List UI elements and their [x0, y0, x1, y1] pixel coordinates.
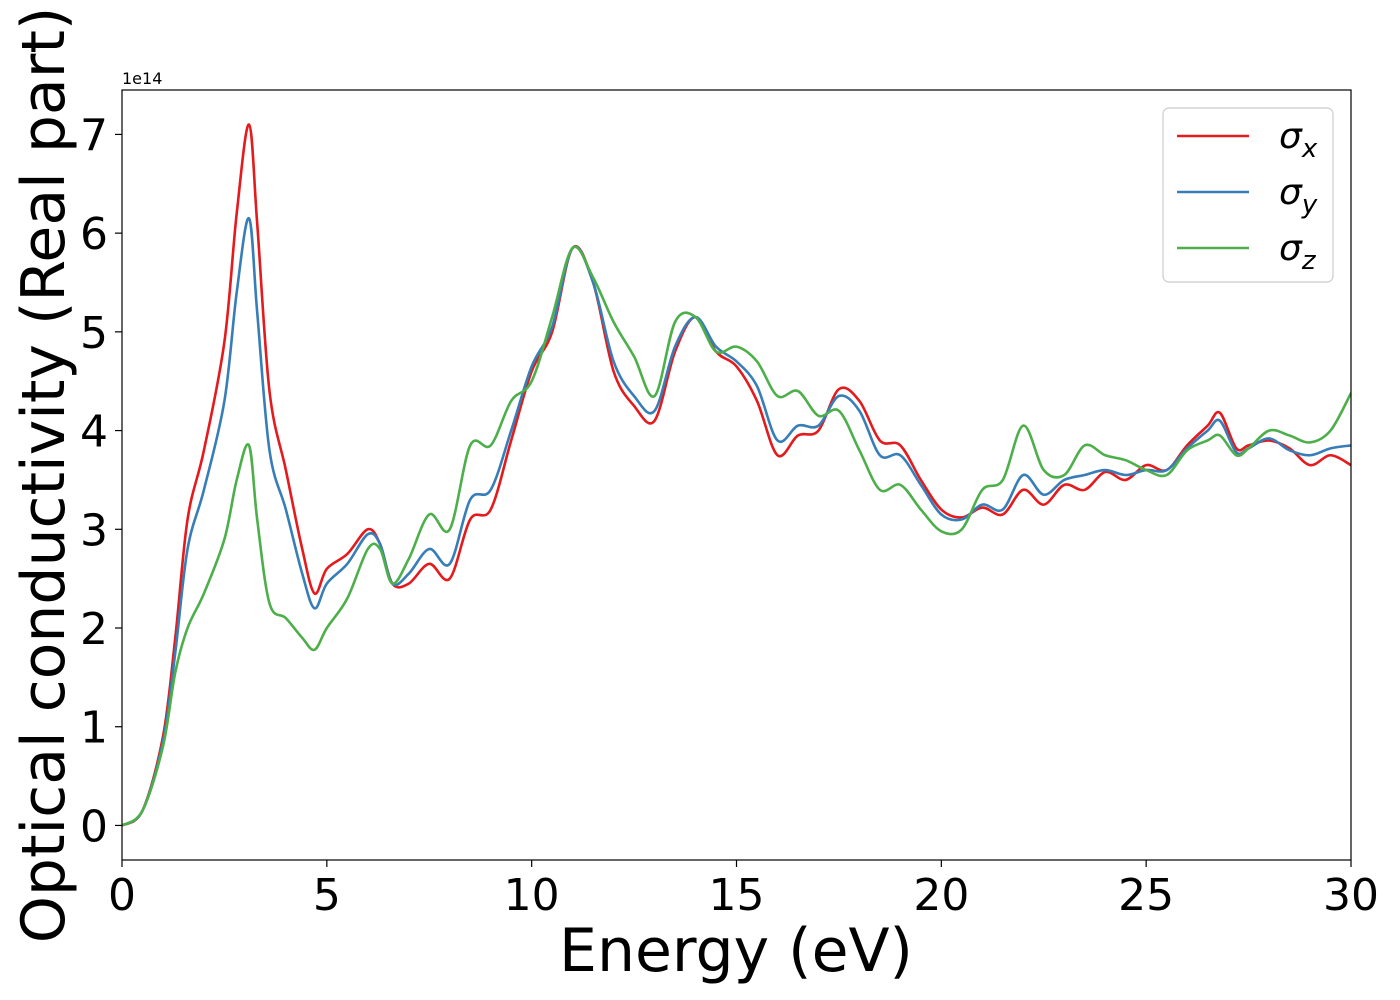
- y-tick-label: 4: [80, 407, 108, 458]
- legend-subscript: y: [1301, 190, 1318, 220]
- series-line-z: [122, 245, 1351, 827]
- x-tick-label: 15: [709, 870, 765, 921]
- y-tick-label: 2: [80, 604, 108, 655]
- series-line-y: [122, 217, 1351, 827]
- x-tick-label: 20: [913, 870, 969, 921]
- x-axis-ticks: 0 5 10 15 20 25 30: [108, 860, 1379, 921]
- legend-symbol: σ: [1279, 172, 1303, 213]
- legend-label-z: σz: [1279, 228, 1317, 276]
- x-tick-label: 25: [1118, 870, 1174, 921]
- x-tick-label: 0: [108, 870, 136, 921]
- y-tick-label: 3: [80, 505, 108, 556]
- legend-symbol: σ: [1279, 116, 1303, 157]
- x-tick-label: 30: [1323, 870, 1379, 921]
- legend-symbol: σ: [1279, 228, 1303, 269]
- x-axis-label: Energy (eV): [559, 916, 913, 986]
- legend-label-x: σx: [1279, 116, 1318, 164]
- y-axis-ticks: 0 1 2 3 4 5 6 7: [80, 110, 122, 852]
- legend-subscript: x: [1301, 134, 1318, 164]
- y-tick-label: 6: [80, 209, 108, 260]
- x-tick-label: 10: [504, 870, 560, 921]
- y-tick-label: 5: [80, 308, 108, 359]
- y-tick-label: 7: [80, 110, 108, 161]
- y-axis-label: Optical conductivity (Real part): [9, 7, 79, 944]
- y-tick-label: 0: [80, 801, 108, 852]
- series-layer: [122, 123, 1351, 827]
- x-tick-label: 5: [313, 870, 341, 921]
- legend-label-y: σy: [1279, 172, 1318, 220]
- y-tick-label: 1: [80, 703, 108, 754]
- legend-subscript: z: [1301, 246, 1317, 276]
- y-offset-label: 1e14: [122, 69, 162, 88]
- legend-box: [1162, 107, 1334, 283]
